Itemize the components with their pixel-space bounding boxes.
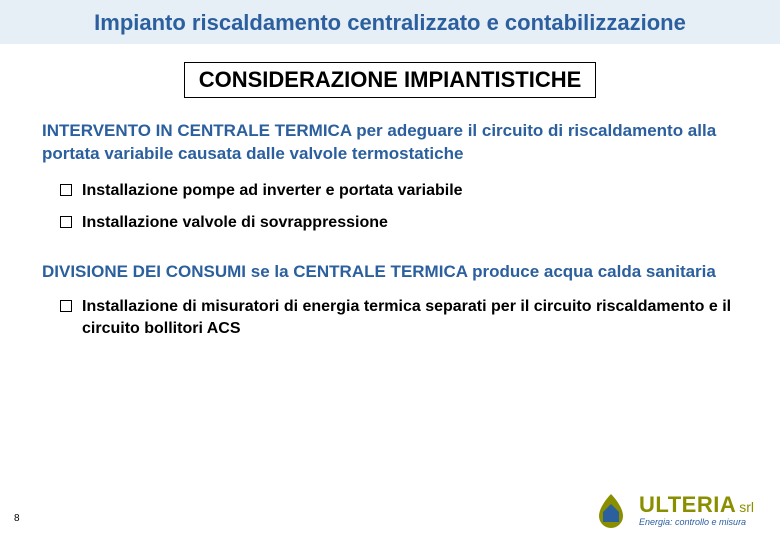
- page-number: 8: [14, 513, 20, 524]
- bullet-item: Installazione pompe ad inverter e portat…: [42, 180, 738, 202]
- section1-heading: INTERVENTO IN CENTRALE TERMICA per adegu…: [42, 120, 738, 166]
- logo-icon: [591, 490, 631, 530]
- logo-suffix: srl: [739, 499, 754, 515]
- bullet-text: Installazione pompe ad inverter e portat…: [82, 180, 463, 202]
- subtitle-container: CONSIDERAZIONE IMPIANTISTICHE: [0, 62, 780, 98]
- logo-text-block: ULTERIAsrl Energia: controllo e misura: [639, 494, 754, 527]
- company-logo: ULTERIAsrl Energia: controllo e misura: [591, 490, 754, 530]
- header-band: Impianto riscaldamento centralizzato e c…: [0, 0, 780, 44]
- logo-company-name: ULTERIA: [639, 492, 736, 517]
- subtitle-box: CONSIDERAZIONE IMPIANTISTICHE: [184, 62, 597, 98]
- bullet-text: Installazione di misuratori di energia t…: [82, 296, 738, 341]
- section2-heading: DIVISIONE DEI CONSUMI se la CENTRALE TER…: [42, 261, 738, 284]
- bullet-item: Installazione valvole di sovrappressione: [42, 212, 738, 234]
- logo-name-row: ULTERIAsrl: [639, 494, 754, 516]
- square-bullet-icon: [60, 184, 72, 196]
- content-area: INTERVENTO IN CENTRALE TERMICA per adegu…: [0, 120, 780, 340]
- bullet-item: Installazione di misuratori di energia t…: [42, 296, 738, 341]
- square-bullet-icon: [60, 300, 72, 312]
- bullet-text: Installazione valvole di sovrappressione: [82, 212, 388, 234]
- logo-tagline: Energia: controllo e misura: [639, 518, 754, 527]
- slide-title: Impianto riscaldamento centralizzato e c…: [0, 10, 780, 36]
- square-bullet-icon: [60, 216, 72, 228]
